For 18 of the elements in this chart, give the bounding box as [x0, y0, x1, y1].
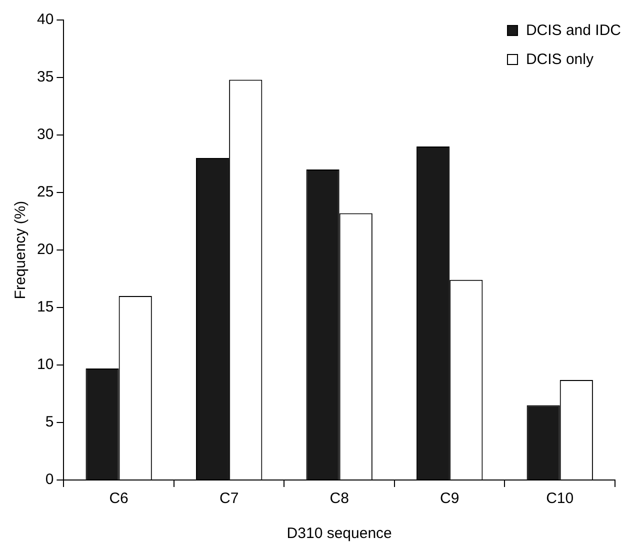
x-tick-label: C8 [330, 490, 349, 508]
y-tick-label: 20 [36, 241, 54, 258]
x-tick-label: C7 [219, 490, 239, 508]
y-tick-label: 30 [36, 126, 54, 144]
y-tick-label: 35 [36, 68, 54, 86]
legend-label: DCIS only [526, 51, 594, 68]
y-tick-label: 25 [36, 184, 54, 201]
x-tick-label: C9 [440, 490, 460, 508]
y-tick-label: 10 [36, 356, 54, 374]
y-axis-title: Frequency (%) [12, 200, 30, 300]
y-tick-label: 40 [36, 11, 54, 28]
y-tick-label: 5 [45, 414, 54, 431]
y-tick-label: 15 [36, 298, 54, 316]
x-axis-title: D310 sequence [286, 525, 392, 542]
x-tick-label: C6 [109, 490, 128, 508]
x-tick-label: C10 [546, 490, 574, 508]
y-tick-label: 0 [45, 471, 54, 488]
legend-label: DCIS and IDC [526, 22, 621, 39]
